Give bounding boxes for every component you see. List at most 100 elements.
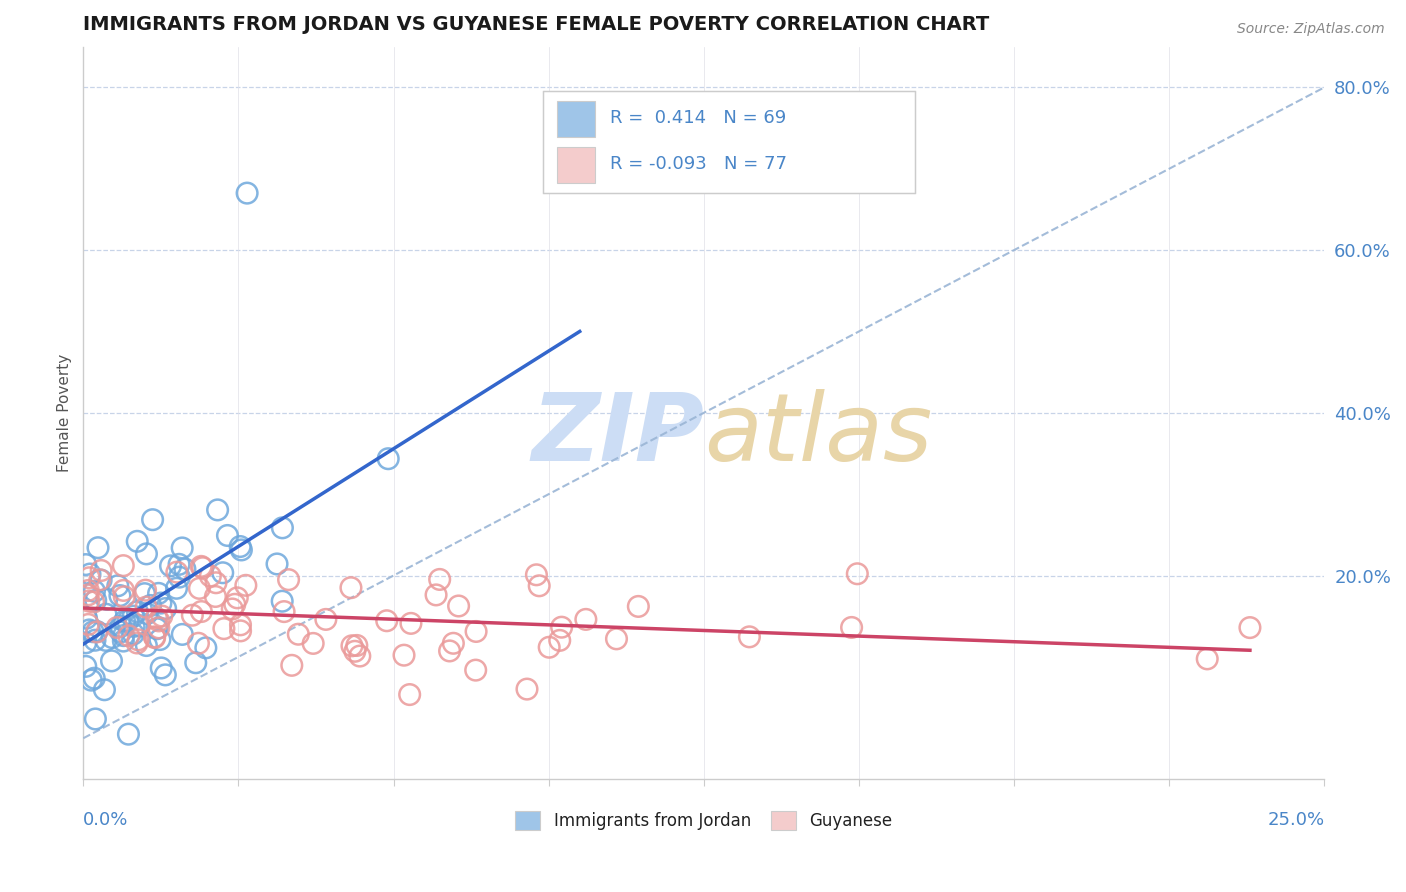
Point <box>75 659 97 673</box>
Point <box>229 617 252 632</box>
Point <box>148 614 170 628</box>
Point <box>127 605 149 619</box>
Point <box>135 639 157 653</box>
Point <box>75 558 97 572</box>
Point <box>425 588 447 602</box>
Text: atlas: atlas <box>704 389 932 480</box>
Point <box>122 619 145 633</box>
Point <box>172 627 194 641</box>
Point <box>441 636 464 650</box>
Point <box>93 682 115 697</box>
Point <box>231 542 253 557</box>
Point <box>80 673 103 687</box>
Point <box>89 573 111 587</box>
Point <box>114 614 136 628</box>
Point <box>343 644 366 658</box>
Point <box>90 573 112 587</box>
Point <box>143 630 166 644</box>
Point <box>96 592 118 607</box>
Point <box>229 540 252 554</box>
Legend: Immigrants from Jordan, Guyanese: Immigrants from Jordan, Guyanese <box>509 804 898 837</box>
Point <box>191 560 214 574</box>
Point <box>94 633 117 648</box>
Point <box>155 601 177 615</box>
Point <box>575 612 598 626</box>
Point <box>464 663 486 677</box>
Point <box>136 607 159 621</box>
Point <box>346 639 368 653</box>
Point <box>117 614 139 628</box>
Point <box>224 597 246 611</box>
Point <box>83 671 105 685</box>
Point <box>112 558 135 573</box>
Point <box>77 594 100 608</box>
Point <box>149 596 172 610</box>
Point <box>83 584 105 599</box>
Point <box>281 658 304 673</box>
Point <box>1197 652 1219 666</box>
Point <box>82 624 104 639</box>
Point <box>112 583 135 598</box>
Point <box>538 640 561 655</box>
Point <box>84 593 107 607</box>
Point <box>200 569 222 583</box>
Point <box>190 559 212 574</box>
Point <box>77 583 100 598</box>
Point <box>439 644 461 658</box>
Point <box>122 609 145 624</box>
Point <box>340 639 363 653</box>
Point <box>87 541 110 555</box>
Point <box>148 621 170 635</box>
Point <box>236 186 259 200</box>
Point <box>79 567 101 582</box>
Point <box>108 589 131 603</box>
Point <box>84 712 107 726</box>
Point <box>375 614 398 628</box>
Point <box>149 632 172 647</box>
Y-axis label: Female Poverty: Female Poverty <box>58 353 72 472</box>
Point <box>188 582 211 596</box>
Point <box>86 624 108 639</box>
Point <box>125 636 148 650</box>
Point <box>207 503 229 517</box>
Text: ZIP: ZIP <box>531 389 704 481</box>
Point <box>187 636 209 650</box>
Point <box>627 599 650 614</box>
Point <box>526 567 548 582</box>
Point <box>76 611 98 625</box>
Point <box>159 558 181 573</box>
Point <box>181 608 204 623</box>
Point <box>204 590 226 604</box>
Point <box>142 513 165 527</box>
Point <box>340 581 363 595</box>
Point <box>273 605 295 619</box>
Point <box>143 631 166 645</box>
Point <box>190 605 212 619</box>
Point <box>127 632 149 647</box>
Point <box>127 534 149 549</box>
Point <box>118 629 141 643</box>
Text: 25.0%: 25.0% <box>1267 812 1324 830</box>
Point <box>79 623 101 637</box>
Point <box>101 631 124 645</box>
Point <box>399 616 422 631</box>
Point <box>77 588 100 602</box>
Point <box>134 587 156 601</box>
Point <box>738 630 761 644</box>
Text: IMMIGRANTS FROM JORDAN VS GUYANESE FEMALE POVERTY CORRELATION CHART: IMMIGRANTS FROM JORDAN VS GUYANESE FEMAL… <box>83 15 990 34</box>
Point <box>112 629 135 643</box>
Point <box>112 590 135 604</box>
Point <box>145 611 167 625</box>
Point <box>169 570 191 584</box>
Point <box>465 624 488 639</box>
Point <box>135 583 157 598</box>
Text: 0.0%: 0.0% <box>83 812 129 830</box>
Point <box>122 627 145 641</box>
Point <box>117 727 139 741</box>
Point <box>107 579 129 593</box>
Point <box>84 633 107 648</box>
Point <box>235 578 257 592</box>
Point <box>83 595 105 609</box>
Point <box>266 557 288 571</box>
Point <box>205 575 228 590</box>
